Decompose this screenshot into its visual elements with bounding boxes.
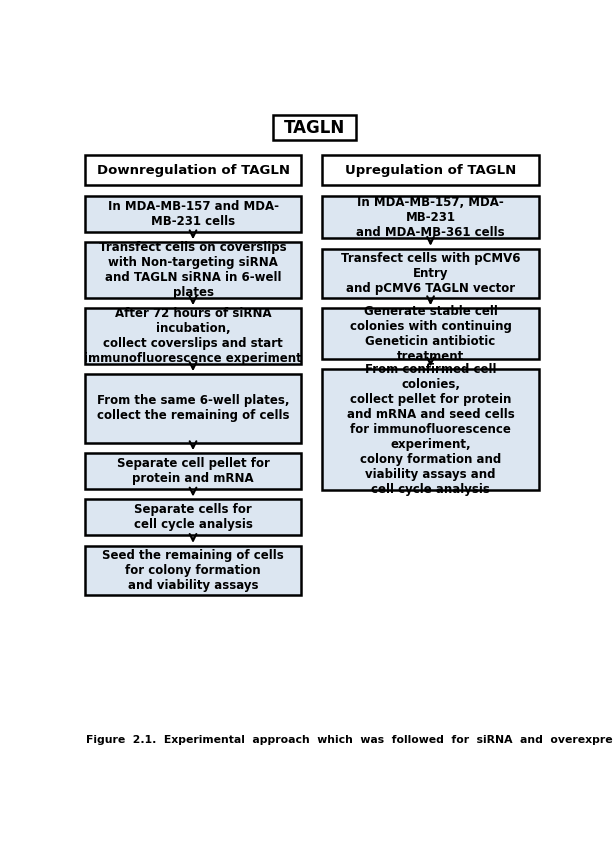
FancyBboxPatch shape [322, 196, 539, 238]
Text: Upregulation of TAGLN: Upregulation of TAGLN [345, 164, 516, 177]
FancyBboxPatch shape [85, 374, 301, 443]
FancyBboxPatch shape [322, 248, 539, 298]
Text: Seed the remaining of cells
for colony formation
and viability assays: Seed the remaining of cells for colony f… [102, 549, 284, 592]
FancyBboxPatch shape [85, 155, 301, 186]
FancyBboxPatch shape [322, 308, 539, 359]
FancyBboxPatch shape [85, 196, 301, 232]
Text: Generate stable cell
colonies with continuing
Geneticin antibiotic
treatment: Generate stable cell colonies with conti… [349, 304, 511, 363]
FancyBboxPatch shape [322, 370, 539, 490]
Text: Downregulation of TAGLN: Downregulation of TAGLN [96, 164, 289, 177]
Text: TAGLN: TAGLN [284, 119, 345, 137]
Text: From the same 6-well plates,
collect the remaining of cells: From the same 6-well plates, collect the… [97, 394, 289, 422]
Text: Separate cells for
cell cycle analysis: Separate cells for cell cycle analysis [134, 504, 253, 532]
Text: Figure  2.1.  Experimental  approach  which  was  followed  for  siRNA  and  ove: Figure 2.1. Experimental approach which … [86, 735, 613, 745]
FancyBboxPatch shape [85, 499, 301, 535]
FancyBboxPatch shape [85, 243, 301, 298]
Text: Transfect cells with pCMV6
Entry
and pCMV6 TAGLN vector: Transfect cells with pCMV6 Entry and pCM… [341, 252, 520, 294]
Text: After 72 hours of siRNA
incubation,
collect coverslips and start
immunofluoresce: After 72 hours of siRNA incubation, coll… [84, 307, 302, 365]
Text: Transfect cells on coverslips
with Non-targeting siRNA
and TAGLN siRNA in 6-well: Transfect cells on coverslips with Non-t… [99, 241, 287, 298]
Text: From confirmed cell
colonies,
collect pellet for protein
and mRNA and seed cells: From confirmed cell colonies, collect pe… [347, 364, 514, 496]
FancyBboxPatch shape [85, 546, 301, 594]
FancyBboxPatch shape [85, 308, 301, 364]
Text: In MDA-MB-157, MDA-
MB-231
and MDA-MB-361 cells: In MDA-MB-157, MDA- MB-231 and MDA-MB-36… [356, 196, 505, 238]
Text: Separate cell pellet for
protein and mRNA: Separate cell pellet for protein and mRN… [116, 457, 270, 485]
FancyBboxPatch shape [273, 115, 356, 140]
FancyBboxPatch shape [322, 155, 539, 186]
FancyBboxPatch shape [85, 453, 301, 489]
Text: In MDA-MB-157 and MDA-
MB-231 cells: In MDA-MB-157 and MDA- MB-231 cells [107, 200, 278, 228]
